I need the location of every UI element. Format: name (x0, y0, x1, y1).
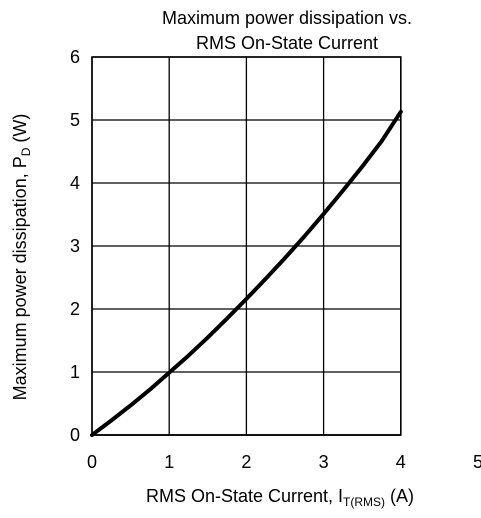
y-tick-label-4: 4 (70, 173, 80, 193)
x-tick-label-2: 2 (241, 452, 251, 472)
x-tick-label-0: 0 (87, 452, 97, 472)
chart-title-line-2: RMS On-State Current (195, 33, 379, 53)
x-axis-label-unit: (A) (385, 486, 415, 506)
y-axis-label-subscript: D (19, 147, 33, 157)
x-axis-label-subscript: T(RMS) (343, 495, 386, 509)
y-tick-label-6: 6 (70, 47, 80, 67)
x-tick-label-4: 4 (396, 452, 406, 472)
x-tick-label-3: 3 (319, 452, 329, 472)
y-tick-label-2: 2 (70, 299, 80, 319)
x-axis-label: RMS On-State Current, IT(RMS) (A) (0, 484, 481, 510)
y-axis-label-main: Maximum power dissipation, P (10, 156, 30, 401)
chart-tick-labels: 0 1 2 3 4 5 0 1 2 3 4 5 6 (70, 47, 481, 472)
x-axis-label-main: RMS On-State Current, I (145, 486, 344, 506)
y-tick-label-0: 0 (70, 425, 80, 445)
y-axis-label: Maximum power dissipation, PD (W) (8, 87, 33, 427)
series-line-0 (90, 109, 403, 437)
y-tick-label-5: 5 (70, 110, 80, 130)
x-tick-label-1: 1 (164, 452, 174, 472)
y-tick-label-1: 1 (70, 362, 80, 382)
chart-series-group (90, 109, 403, 437)
chart-grid (91, 56, 402, 436)
y-tick-label-3: 3 (70, 236, 80, 256)
chart-title-line-1: Maximum power dissipation vs. (161, 8, 413, 28)
y-axis-label-unit: (W) (10, 113, 30, 148)
x-tick-label-5: 5 (473, 452, 481, 472)
